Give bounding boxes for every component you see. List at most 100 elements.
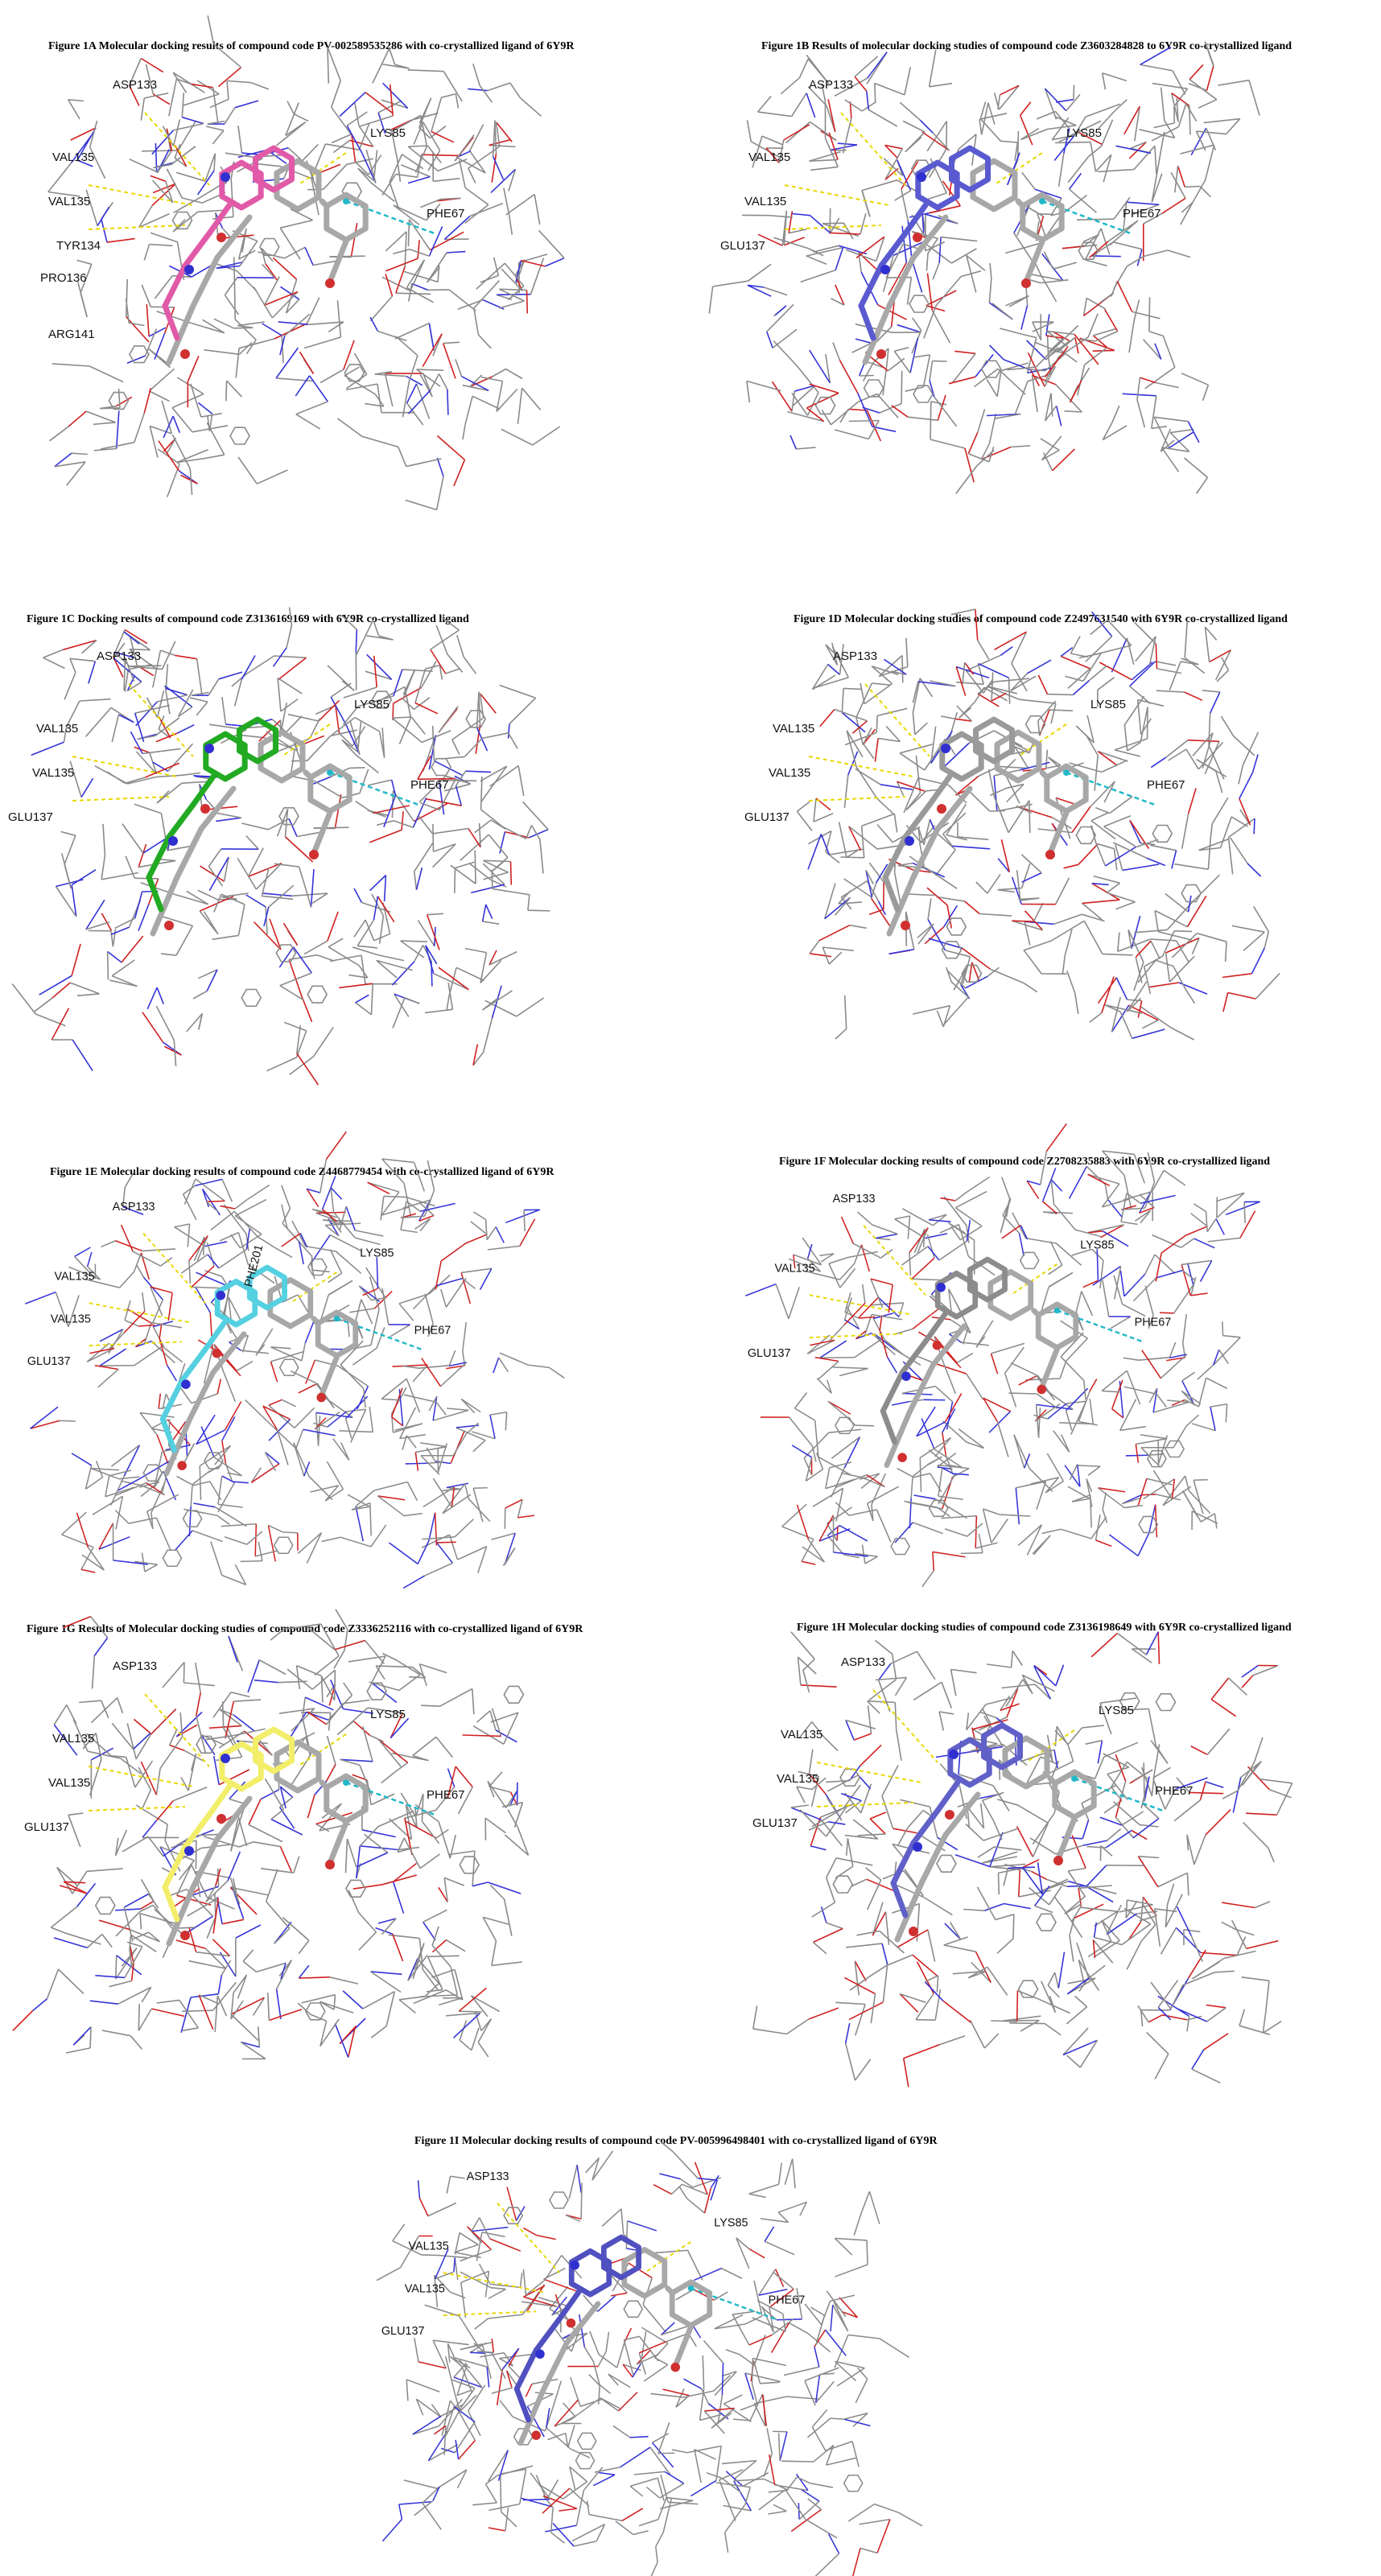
- residue-label: PRO136: [40, 271, 87, 285]
- residue-label: GLU137: [381, 2325, 425, 2338]
- residue-label: LYS85: [1066, 126, 1102, 140]
- residue-label: GLU137: [8, 810, 53, 824]
- residue-label: VAL135: [775, 1262, 815, 1275]
- hydrogen-bonds: [88, 1693, 435, 1816]
- hydrogen-bonds: [809, 1225, 1143, 1343]
- residue-label: ASP133: [97, 649, 141, 663]
- residue-label: VAL135: [744, 195, 786, 208]
- residue-label: VAL135: [773, 722, 814, 736]
- protein-wireframe: [47, 15, 565, 511]
- panel-title-1i: Figure 1I Molecular docking results of c…: [414, 2135, 938, 2147]
- residue-label: VAL135: [52, 150, 94, 164]
- residue-label: VAL135: [48, 195, 90, 208]
- residue-label: VAL135: [32, 766, 74, 780]
- protein-wireframe: [708, 41, 1260, 494]
- reference-ligand: [150, 729, 352, 937]
- docked-ligand: [162, 145, 295, 341]
- panel-title-1h: Figure 1H Molecular docking studies of c…: [797, 1622, 1292, 1634]
- residue-label: TYR134: [56, 239, 101, 253]
- residue-label: VAL135: [781, 1728, 822, 1741]
- residue-labels: ASP133 VAL135 VAL135 GLU137 LYS85 PHE67: [720, 78, 1161, 253]
- residue-label: VAL135: [409, 2240, 449, 2252]
- hydrogen-bonds: [89, 1233, 423, 1351]
- residue-labels: ASP133 VAL135 VAL135 TYR134 PRO136 ARG141 LYS8…: [40, 78, 465, 341]
- residue-label: VAL135: [777, 1772, 818, 1786]
- residue-label: GLU137: [27, 1355, 71, 1368]
- residue-label: VAL135: [36, 722, 78, 736]
- residue-label: VAL135: [748, 150, 790, 164]
- protein-wireframe: [752, 1631, 1293, 2088]
- residue-label: GLU137: [24, 1820, 69, 1834]
- residue-label: VAL135: [405, 2282, 445, 2295]
- panel-title-1d: Figure 1D Molecular docking studies of c…: [794, 613, 1288, 625]
- residue-label: VAL135: [52, 1732, 94, 1745]
- residue-labels: ASP133 VAL135 VAL135 GLU137 LYS85 PHE67: [381, 2170, 805, 2338]
- hydrogen-bonds: [816, 1689, 1164, 1812]
- reference-ligand: [884, 1269, 1079, 1469]
- docking-figure-1h: ASP133 VAL135 VAL135 GLU137 LYS85 PHE67: [752, 1631, 1293, 2088]
- residue-label: ARG141: [48, 328, 95, 341]
- residue-label: PHE67: [427, 207, 465, 221]
- protein-wireframe: [11, 607, 550, 1086]
- reference-ligand: [163, 1277, 359, 1477]
- hydrogen-bonds: [784, 112, 1132, 235]
- docking-figure-1a: ASP133 VAL135 VAL135 TYR134 PRO136 ARG141 LYS8…: [40, 15, 565, 511]
- residue-labels: ASP133 VAL135 VAL135 GLU137 LYS85 PHE67: [8, 649, 449, 824]
- hydrogen-bonds: [72, 683, 419, 806]
- panel-title-1a: Figure 1A Molecular docking results of c…: [48, 40, 575, 52]
- docking-figure-1d: ASP133 VAL135 VAL135 GLU137 LYS85 PHE67: [744, 608, 1280, 1041]
- docking-figure-1i: ASP133 VAL135 VAL135 GLU137 LYS85 PHE67: [376, 2141, 923, 2576]
- panel-title-1b: Figure 1B Results of molecular docking s…: [761, 40, 1292, 52]
- residue-label: ASP133: [113, 1659, 157, 1673]
- residue-label: PHE67: [427, 1788, 465, 1802]
- residue-label: LYS85: [1099, 1704, 1134, 1717]
- residue-label: LYS85: [370, 126, 406, 140]
- docked-ligand: [858, 145, 991, 341]
- residue-label: GLU137: [744, 810, 789, 824]
- residue-label: GLU137: [752, 1816, 798, 1830]
- residue-label: ASP133: [833, 1193, 876, 1206]
- docking-figure-1b: ASP133 VAL135 VAL135 GLU137 LYS85 PHE67: [708, 41, 1260, 494]
- residue-label: LYS85: [1080, 1239, 1114, 1252]
- residue-label: ASP133: [467, 2170, 509, 2183]
- residue-label: LYS85: [1090, 698, 1126, 711]
- residue-labels: ASP133 VAL135 VAL135 GLU137 LYS85 PHE67: [752, 1655, 1193, 1830]
- docked-ligand: [890, 1722, 1023, 1919]
- docked-ligand: [513, 2234, 641, 2423]
- residue-label: PHE67: [1135, 1317, 1172, 1329]
- protein-wireframe: [745, 1123, 1260, 1588]
- residue-label: LYS85: [714, 2217, 748, 2230]
- docking-figure-1f: ASP133 VAL135 GLU137 LYS85 PHE67: [745, 1123, 1260, 1588]
- hydrogen-bonds: [808, 683, 1156, 806]
- panel-title-1g: Figure 1G Results of Molecular docking s…: [27, 1623, 583, 1635]
- residue-label: VAL135: [51, 1313, 91, 1325]
- residue-label: VAL135: [769, 766, 810, 780]
- residue-label: ASP133: [113, 1201, 155, 1214]
- reference-ligand: [862, 158, 1065, 365]
- protein-wireframe: [376, 2141, 923, 2576]
- residue-label: LYS85: [370, 1708, 406, 1721]
- panel-title-1c: Figure 1C Docking results of compound co…: [27, 613, 469, 625]
- residue-labels: ASP133 VAL135 VAL135 GLU137 LYS85 PHE67: [744, 649, 1185, 824]
- residue-labels: ASP133 VAL135 GLU137 LYS85 PHE67: [748, 1193, 1171, 1360]
- residue-label: PHE67: [1147, 778, 1185, 792]
- residue-labels: ASP133 VAL135 VAL135 GLU137 LYS85 PHE67: [24, 1659, 465, 1834]
- residue-label: VAL135: [48, 1776, 90, 1790]
- reference-ligand: [886, 729, 1089, 937]
- reference-ligand: [166, 158, 369, 365]
- residue-label: PHE67: [414, 1325, 451, 1337]
- docking-figure-1g: ASP133 VAL135 VAL135 GLU137 LYS85 PHE67: [12, 1609, 530, 2060]
- hydrogen-bonds: [88, 112, 435, 235]
- docked-ligand: [162, 1726, 295, 1923]
- docking-figure-1c: ASP133 VAL135 VAL135 GLU137 LYS85 PHE67: [8, 607, 550, 1086]
- reference-ligand: [894, 1735, 1097, 1943]
- residue-label: ASP133: [809, 78, 853, 92]
- residue-label: GLU137: [720, 239, 765, 253]
- protein-wireframe: [12, 1609, 530, 2060]
- docked-ligand: [880, 1256, 1008, 1445]
- residue-label: PHE67: [410, 778, 449, 792]
- residue-label: VAL135: [55, 1270, 95, 1283]
- residue-label: PHE67: [769, 2294, 806, 2307]
